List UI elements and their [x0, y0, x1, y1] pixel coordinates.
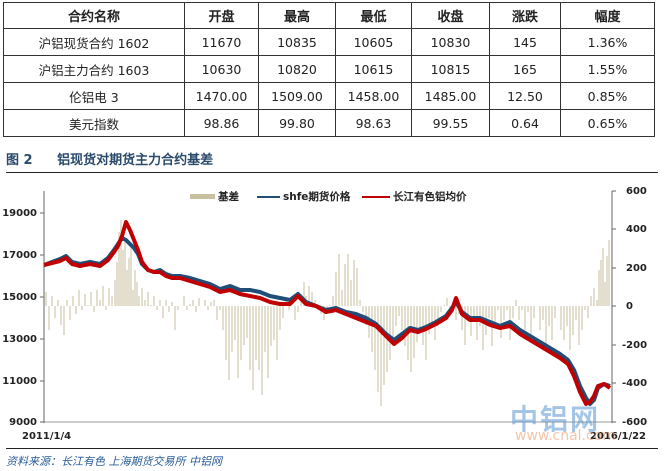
cell: 1509.00	[258, 82, 336, 110]
cell: 1485.00	[411, 82, 490, 110]
svg-text:400: 400	[626, 224, 647, 235]
table-row: 沪铝现货合约 1602 11670 10835 10605 10830 145 …	[3, 28, 655, 56]
cell: 165	[489, 55, 561, 83]
cell: 10830	[411, 28, 490, 56]
cell: 伦铝电 3	[3, 82, 185, 110]
table-row: 沪铝主力合约 1603 10630 10820 10615 10815 165 …	[3, 55, 655, 83]
col-close: 收盘	[411, 2, 490, 29]
cell: 10615	[335, 55, 412, 83]
cell: 11670	[184, 28, 259, 56]
cell: 10815	[411, 55, 490, 83]
svg-text:600: 600	[626, 186, 647, 197]
legend-changjiang: 长江有色铝均价	[393, 190, 467, 203]
legend-shfe: shfe期货价格	[283, 190, 351, 203]
cell: 0.64	[489, 109, 561, 137]
svg-text:9000: 9000	[9, 417, 37, 428]
watermark-logo: 中铝网	[510, 403, 601, 436]
svg-text:0: 0	[626, 301, 633, 312]
quote-table: 合约名称 开盘 最高 最低 收盘 涨跌 幅度 沪铝现货合约 1602 11670…	[3, 2, 655, 137]
cell: 145	[489, 28, 561, 56]
cell: 10630	[184, 55, 259, 83]
legend: 基差 shfe期货价格 长江有色铝均价	[190, 190, 467, 203]
changjiang-line	[43, 220, 612, 406]
left-axis-ticks: 19000 17000 15000 13000 11000 9000	[2, 208, 44, 428]
svg-text:-200: -200	[622, 340, 647, 351]
cell: 1.55%	[560, 55, 655, 83]
x-start-label: 2011/1/4	[22, 431, 71, 442]
svg-text:13000: 13000	[2, 334, 37, 345]
right-axis-ticks: 600 400 200 0 -200 -400 -600	[612, 186, 647, 428]
legend-basis: 基差	[217, 190, 239, 203]
table-header-row: 合约名称 开盘 最高 最低 收盘 涨跌 幅度	[3, 2, 655, 29]
cell: 98.63	[335, 109, 412, 137]
cell: 1458.00	[335, 82, 412, 110]
cell: 沪铝现货合约 1602	[3, 28, 185, 56]
table-row: 美元指数 98.86 99.80 98.63 99.55 0.64 0.65%	[3, 109, 655, 137]
watermark-url: www.cnal.com	[515, 428, 616, 444]
divider-bottom	[6, 448, 658, 449]
svg-text:200: 200	[626, 263, 647, 274]
cell: 99.55	[411, 109, 490, 137]
figure-caption: 铝现货对期货主力合约基差	[57, 153, 214, 168]
cell: 10835	[258, 28, 336, 56]
cell: 10820	[258, 55, 336, 83]
cell: 1470.00	[184, 82, 259, 110]
cell: 98.86	[184, 109, 259, 137]
svg-text:-400: -400	[622, 378, 647, 389]
cell: 10605	[335, 28, 412, 56]
col-change-pct: 幅度	[560, 2, 655, 29]
svg-text:17000: 17000	[2, 250, 37, 261]
cell: 1.36%	[560, 28, 655, 56]
svg-text:11000: 11000	[2, 376, 37, 387]
col-change: 涨跌	[489, 2, 561, 29]
legend-swatch-basis	[190, 194, 215, 199]
divider-top	[6, 172, 658, 173]
col-contract-name: 合约名称	[3, 2, 185, 29]
cell: 0.65%	[560, 109, 655, 137]
col-high: 最高	[258, 2, 336, 29]
figure-number: 图 2	[6, 153, 33, 168]
svg-text:-600: -600	[622, 417, 647, 428]
svg-text:15000: 15000	[2, 292, 37, 303]
basis-chart: 19000 17000 15000 13000 11000 9000 600 4…	[2, 186, 647, 442]
col-low: 最低	[335, 2, 412, 29]
cell: 0.85%	[560, 82, 655, 110]
cell: 99.80	[258, 109, 336, 137]
col-open: 开盘	[184, 2, 259, 29]
table-row: 伦铝电 3 1470.00 1509.00 1458.00 1485.00 12…	[3, 82, 655, 110]
cell: 美元指数	[3, 109, 185, 137]
source-note: 资料来源：长江有色 上海期货交易所 中铝网	[6, 455, 222, 468]
cell: 沪铝主力合约 1603	[3, 55, 185, 83]
figure-title: 图 2 铝现货对期货主力合约基差	[6, 149, 213, 168]
x-end-label: 2016/1/22	[590, 431, 646, 442]
cell: 12.50	[489, 82, 561, 110]
svg-text:19000: 19000	[2, 208, 37, 219]
